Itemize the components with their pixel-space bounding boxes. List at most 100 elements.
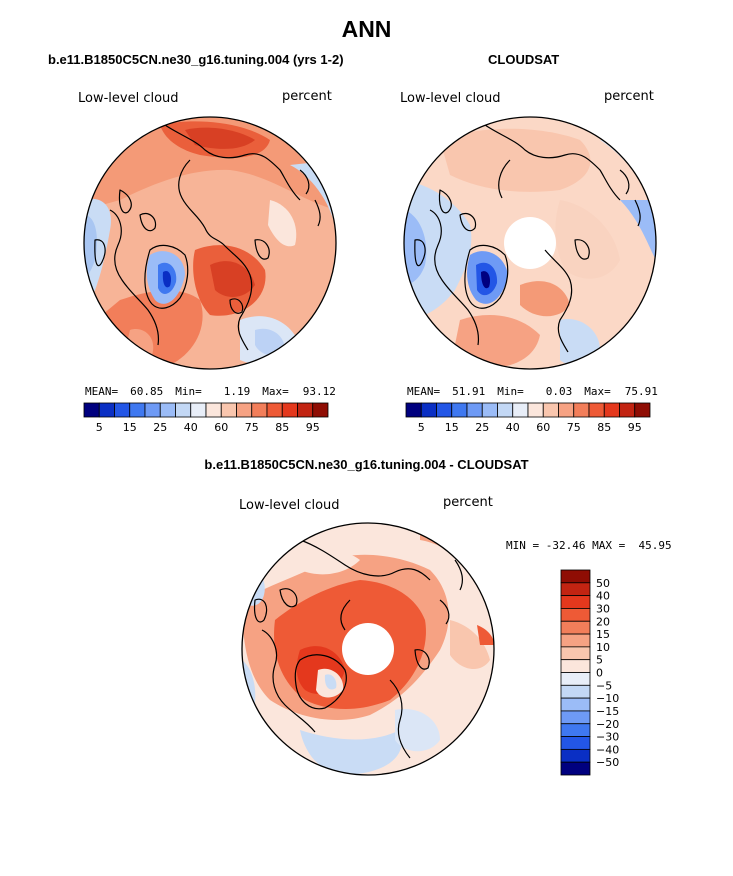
colorbar-diff-tick-label: 30 bbox=[596, 602, 610, 615]
colorbar-diff-tick-label: 15 bbox=[596, 628, 610, 641]
colorbar-diff-tick-label: −50 bbox=[596, 756, 619, 769]
colorbar-2-swatch bbox=[558, 402, 575, 418]
colorbar-1-tick-label: 85 bbox=[275, 421, 289, 434]
panel-1-max-value: 93.12 bbox=[302, 385, 336, 398]
colorbar-2-tick-label: 85 bbox=[597, 421, 611, 434]
panel-2-min-value: 0.03 bbox=[545, 385, 573, 398]
colorbar-1-tick-label: 75 bbox=[245, 421, 259, 434]
colorbar-2-swatch bbox=[405, 402, 422, 418]
colorbar-diff-swatch bbox=[560, 684, 591, 699]
colorbar-2-swatch bbox=[634, 402, 651, 418]
colorbar-diff-tick-label: −30 bbox=[596, 731, 619, 744]
colorbar-2-tick-label: 25 bbox=[475, 421, 489, 434]
colorbar-2-swatch bbox=[527, 402, 544, 418]
panel-2-stats: MEAN= 51.91 Min= 0.03 Max= 75.91 bbox=[407, 385, 658, 398]
panel-1-units-label: percent bbox=[282, 89, 332, 104]
colorbar-diff-tick-label: 0 bbox=[596, 667, 603, 680]
colorbar-diff-swatch bbox=[560, 569, 591, 584]
panel-1-title: b.e11.B1850C5CN.ne30_g16.tuning.004 (yrs… bbox=[48, 52, 344, 67]
colorbar-1-tick-label: 60 bbox=[214, 421, 228, 434]
colorbar-2-tick-label: 95 bbox=[628, 421, 642, 434]
panel-1-mean-label: MEAN= bbox=[85, 385, 119, 398]
colorbar-diff-swatch bbox=[560, 761, 591, 776]
colorbar-1-tick-label: 15 bbox=[123, 421, 137, 434]
colorbar-diff-tick-label: 50 bbox=[596, 577, 610, 590]
map-1-model bbox=[83, 116, 337, 370]
panel-2-max-value: 75.91 bbox=[624, 385, 658, 398]
colorbar-2-tick-label: 15 bbox=[445, 421, 459, 434]
colorbar-1-swatch bbox=[83, 402, 100, 418]
colorbar-diff-swatch bbox=[560, 697, 591, 712]
colorbar-diff-swatch bbox=[560, 646, 591, 661]
colorbar-2-swatch bbox=[512, 402, 529, 418]
panel-2-mean-label: MEAN= bbox=[407, 385, 441, 398]
colorbar-1-swatch bbox=[205, 402, 222, 418]
panel-2-mean-value: 51.91 bbox=[452, 385, 486, 398]
panel-3-title: b.e11.B1850C5CN.ne30_g16.tuning.004 - CL… bbox=[204, 457, 529, 472]
panel-2-min-label: Min= bbox=[497, 385, 524, 398]
panel-3-units-label: percent bbox=[443, 495, 493, 510]
colorbar-1-tick-label: 95 bbox=[306, 421, 320, 434]
map-2-cloudsat bbox=[403, 116, 657, 370]
colorbar-1-swatch bbox=[281, 402, 298, 418]
colorbar-diff-swatch bbox=[560, 595, 591, 609]
colorbar-diff-swatch bbox=[560, 659, 591, 673]
panel-1-variable-label: Low-level cloud bbox=[78, 91, 179, 106]
colorbar-diff-swatch bbox=[560, 582, 591, 597]
colorbar-diff-swatch bbox=[560, 710, 591, 725]
colorbar-diff-tick-label: −40 bbox=[596, 743, 619, 756]
colorbar-diff-swatch bbox=[560, 672, 591, 686]
colorbar-diff-swatch bbox=[560, 620, 591, 635]
colorbar-1-swatch bbox=[144, 402, 161, 418]
page-title: ANN bbox=[341, 16, 392, 42]
colorbar-1-swatch bbox=[129, 402, 146, 418]
panel-2-title: CLOUDSAT bbox=[488, 52, 560, 67]
colorbar-diff-swatch bbox=[560, 748, 591, 763]
colorbar-2-swatch bbox=[603, 402, 620, 418]
colorbar-1-swatch bbox=[236, 402, 253, 418]
colorbar-diff-tick-label: −5 bbox=[596, 679, 612, 692]
colorbar-2-swatch bbox=[497, 402, 514, 418]
colorbar-2-swatch bbox=[451, 402, 468, 418]
colorbar-2-tick-label: 75 bbox=[567, 421, 581, 434]
panel-3-variable-label: Low-level cloud bbox=[239, 498, 340, 513]
colorbar-1-swatch bbox=[220, 402, 237, 418]
panel-1-stats: MEAN= 60.85 Min= 1.19 Max= 93.12 bbox=[85, 385, 336, 398]
colorbar-2-swatch bbox=[466, 402, 483, 418]
colorbar-2-swatch bbox=[542, 402, 559, 418]
panel-1-mean-value: 60.85 bbox=[130, 385, 164, 398]
colorbar-diff-tick-label: −20 bbox=[596, 718, 619, 731]
colorbar-2-tick-label: 5 bbox=[418, 421, 425, 434]
colorbar-diff-swatch bbox=[560, 723, 591, 737]
map-3-difference bbox=[241, 522, 495, 776]
colorbar-1-tick-label: 40 bbox=[184, 421, 198, 434]
colorbar-diff-tick-label: 40 bbox=[596, 590, 610, 603]
colorbar-1-swatch bbox=[312, 402, 329, 418]
colorbar-diff-swatch bbox=[560, 736, 591, 750]
panel-1-min-label: Min= bbox=[175, 385, 202, 398]
colorbar-diff-swatch bbox=[560, 608, 591, 622]
panel-2-units-label: percent bbox=[604, 89, 654, 104]
colorbar-diff-swatch bbox=[560, 633, 591, 648]
colorbar-1-swatch bbox=[266, 402, 283, 418]
colorbar-1-swatch bbox=[114, 402, 131, 418]
colorbar-1-swatch bbox=[190, 402, 207, 418]
panel-3-minmax: MIN = -32.46 MAX = 45.95 bbox=[506, 539, 672, 552]
colorbar-diff-tick-label: 5 bbox=[596, 654, 603, 667]
colorbar-2: 5 15 25 40 60 75 85 95 bbox=[405, 402, 651, 434]
colorbar-2-swatch bbox=[573, 402, 590, 418]
colorbar-1-tick-label: 5 bbox=[96, 421, 103, 434]
colorbar-diff-tick-label: 20 bbox=[596, 615, 610, 628]
colorbar-2-swatch bbox=[481, 402, 498, 418]
colorbar-1-swatch bbox=[175, 402, 192, 418]
colorbar-diff-tick-label: −15 bbox=[596, 705, 619, 718]
colorbar-1-swatch bbox=[98, 402, 115, 418]
panel-1-max-label: Max= bbox=[262, 385, 289, 398]
colorbar-1-swatch bbox=[159, 402, 176, 418]
colorbar-1-swatch bbox=[297, 402, 314, 418]
colorbar-1-tick-label: 25 bbox=[153, 421, 167, 434]
panel-1-min-value: 1.19 bbox=[223, 385, 251, 398]
colorbar-diff-tick-label: −10 bbox=[596, 692, 619, 705]
colorbar-2-swatch bbox=[436, 402, 453, 418]
